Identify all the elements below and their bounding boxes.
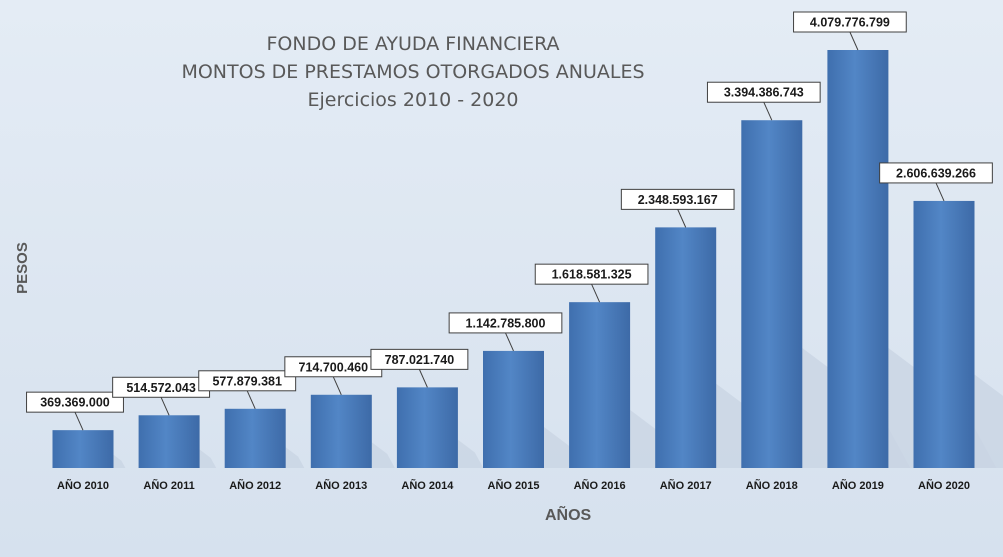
value-label-box [706, 81, 821, 103]
value-label-leader [74, 411, 84, 431]
bar [483, 350, 544, 468]
value-label-box [620, 188, 735, 210]
value-label: 514.572.043 [126, 381, 196, 395]
value-label: 1.618.581.325 [552, 268, 632, 282]
bar [52, 430, 114, 468]
value-labels-group: 369.369.000 514.572.043 577.879.381 714.700… [26, 11, 993, 431]
category-label: AÑO 2011 [143, 479, 194, 492]
chart-title-line-1: FONDO DE AYUDA FINANCIERA [266, 33, 560, 55]
value-label-leader [418, 369, 428, 388]
value-label: 577.879.381 [212, 374, 282, 388]
value-label-box [26, 391, 124, 413]
category-label: AÑO 2017 [660, 479, 712, 492]
value-label-box [370, 348, 469, 370]
category-label: AÑO 2010 [57, 479, 109, 492]
x-axis-label: AÑOS [545, 507, 592, 524]
bar [396, 387, 458, 468]
value-label: 714.700.460 [299, 360, 369, 374]
bar-shadow [457, 439, 484, 468]
category-label: AÑO 2019 [832, 479, 884, 492]
value-label-leader [677, 209, 687, 228]
category-label: AÑO 2020 [918, 479, 970, 492]
bar [655, 227, 717, 468]
value-label: 3.394.386.743 [724, 86, 804, 100]
bar-shadow [371, 442, 395, 468]
category-label: AÑO 2018 [746, 479, 798, 492]
value-label-box [534, 263, 649, 285]
bar [913, 200, 975, 468]
bar [741, 120, 803, 469]
value-label-leader [332, 376, 342, 395]
category-label: AÑO 2016 [574, 479, 626, 492]
bar [224, 408, 286, 468]
category-ticks-group: AÑO 2010 AÑO 2011 AÑO 2012 AÑO 2013 AÑO 2014… [57, 479, 970, 492]
value-label-leader [505, 332, 514, 352]
value-label-leader [591, 283, 601, 303]
value-label: 369.369.000 [40, 396, 110, 410]
bar-shadow [199, 449, 217, 468]
category-label: AÑO 2015 [488, 479, 540, 492]
value-label: 787.021.740 [385, 353, 455, 367]
bar-shadow [285, 447, 305, 468]
value-label: 2.606.639.266 [896, 166, 976, 180]
value-label: 4.079.776.799 [810, 16, 890, 30]
category-label: AÑO 2013 [315, 479, 367, 492]
bars-group [52, 50, 975, 469]
value-label-leader [246, 390, 256, 409]
value-label-leader [849, 31, 859, 51]
chart-title-line-2: MONTOS DE PRESTAMOS OTORGADOS ANUALES [181, 61, 645, 83]
value-label-box [793, 11, 907, 33]
value-label-box [879, 162, 993, 184]
value-label: 2.348.593.167 [638, 193, 718, 207]
value-label-box [198, 370, 297, 392]
value-label-leader [160, 397, 170, 416]
bar-shadow [113, 454, 126, 468]
value-label-leader [935, 182, 945, 202]
bar [310, 394, 372, 468]
bar-shadow [974, 374, 1003, 468]
value-label-leader [763, 102, 773, 121]
category-label: AÑO 2012 [229, 479, 281, 492]
chart-title: FONDO DE AYUDA FINANCIERA MONTOS DE PRES… [0, 30, 826, 114]
category-label: AÑO 2014 [401, 479, 454, 492]
bar [827, 50, 889, 468]
bar [138, 415, 200, 468]
bar [569, 302, 631, 468]
value-label-box [448, 312, 563, 334]
value-label: 1.142.785.800 [466, 316, 546, 330]
chart-title-line-3: Ejercicios 2010 - 2020 [307, 89, 519, 111]
